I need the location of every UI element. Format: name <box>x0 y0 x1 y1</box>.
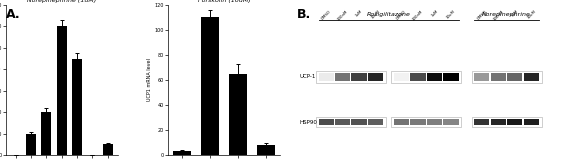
Bar <box>443 119 459 125</box>
Title: Forskolin (10uM): Forskolin (10uM) <box>198 0 250 3</box>
Bar <box>410 119 425 125</box>
Text: Rosigilitazone: Rosigilitazone <box>367 12 410 17</box>
Bar <box>335 119 350 125</box>
Text: 10uM: 10uM <box>370 9 381 20</box>
Bar <box>410 73 425 81</box>
Text: UCP-1: UCP-1 <box>300 75 316 80</box>
Bar <box>507 73 522 81</box>
Text: DMSO: DMSO <box>396 9 407 21</box>
Bar <box>316 71 386 83</box>
Text: DMSO: DMSO <box>476 9 487 21</box>
Bar <box>391 71 461 83</box>
Bar <box>351 73 367 81</box>
Text: DMSO: DMSO <box>320 9 332 21</box>
Text: B.: B. <box>297 8 311 21</box>
Bar <box>443 73 459 81</box>
Bar <box>351 119 367 125</box>
Bar <box>394 73 409 81</box>
Bar <box>335 73 350 81</box>
Bar <box>427 119 442 125</box>
Text: 1uM: 1uM <box>430 9 439 18</box>
Text: 100nM: 100nM <box>412 9 424 22</box>
Text: A.: A. <box>6 8 20 21</box>
Text: 1uM: 1uM <box>510 9 519 18</box>
Bar <box>491 73 506 81</box>
Bar <box>368 119 383 125</box>
Text: 1uM: 1uM <box>355 9 363 18</box>
Bar <box>173 151 191 155</box>
Bar <box>523 73 539 81</box>
Title: Norepinephrine (1uM): Norepinephrine (1uM) <box>27 0 96 3</box>
Bar <box>26 134 36 155</box>
Bar <box>368 73 383 81</box>
Text: 10uM: 10uM <box>526 9 537 20</box>
Text: 10uM: 10uM <box>445 9 456 20</box>
Bar <box>427 73 442 81</box>
Bar <box>316 117 386 127</box>
Bar <box>471 71 541 83</box>
Bar <box>201 17 219 155</box>
Bar <box>257 145 275 155</box>
Text: HSP90: HSP90 <box>300 120 317 125</box>
Text: 100nM: 100nM <box>492 9 505 22</box>
Bar <box>229 74 247 155</box>
Bar <box>41 112 52 155</box>
Y-axis label: UCP1 mRNA level: UCP1 mRNA level <box>147 59 152 101</box>
Bar <box>57 26 67 155</box>
Bar <box>491 119 506 125</box>
Bar <box>72 59 82 155</box>
Bar <box>391 117 461 127</box>
Bar <box>474 73 490 81</box>
Bar <box>507 119 522 125</box>
Bar <box>103 144 113 155</box>
Bar <box>394 119 409 125</box>
Bar <box>471 117 541 127</box>
Bar <box>523 119 539 125</box>
Text: 100nM: 100nM <box>336 9 349 22</box>
Bar <box>319 119 333 125</box>
Bar <box>474 119 490 125</box>
Text: Norepinephrine: Norepinephrine <box>482 12 531 17</box>
Bar <box>319 73 333 81</box>
